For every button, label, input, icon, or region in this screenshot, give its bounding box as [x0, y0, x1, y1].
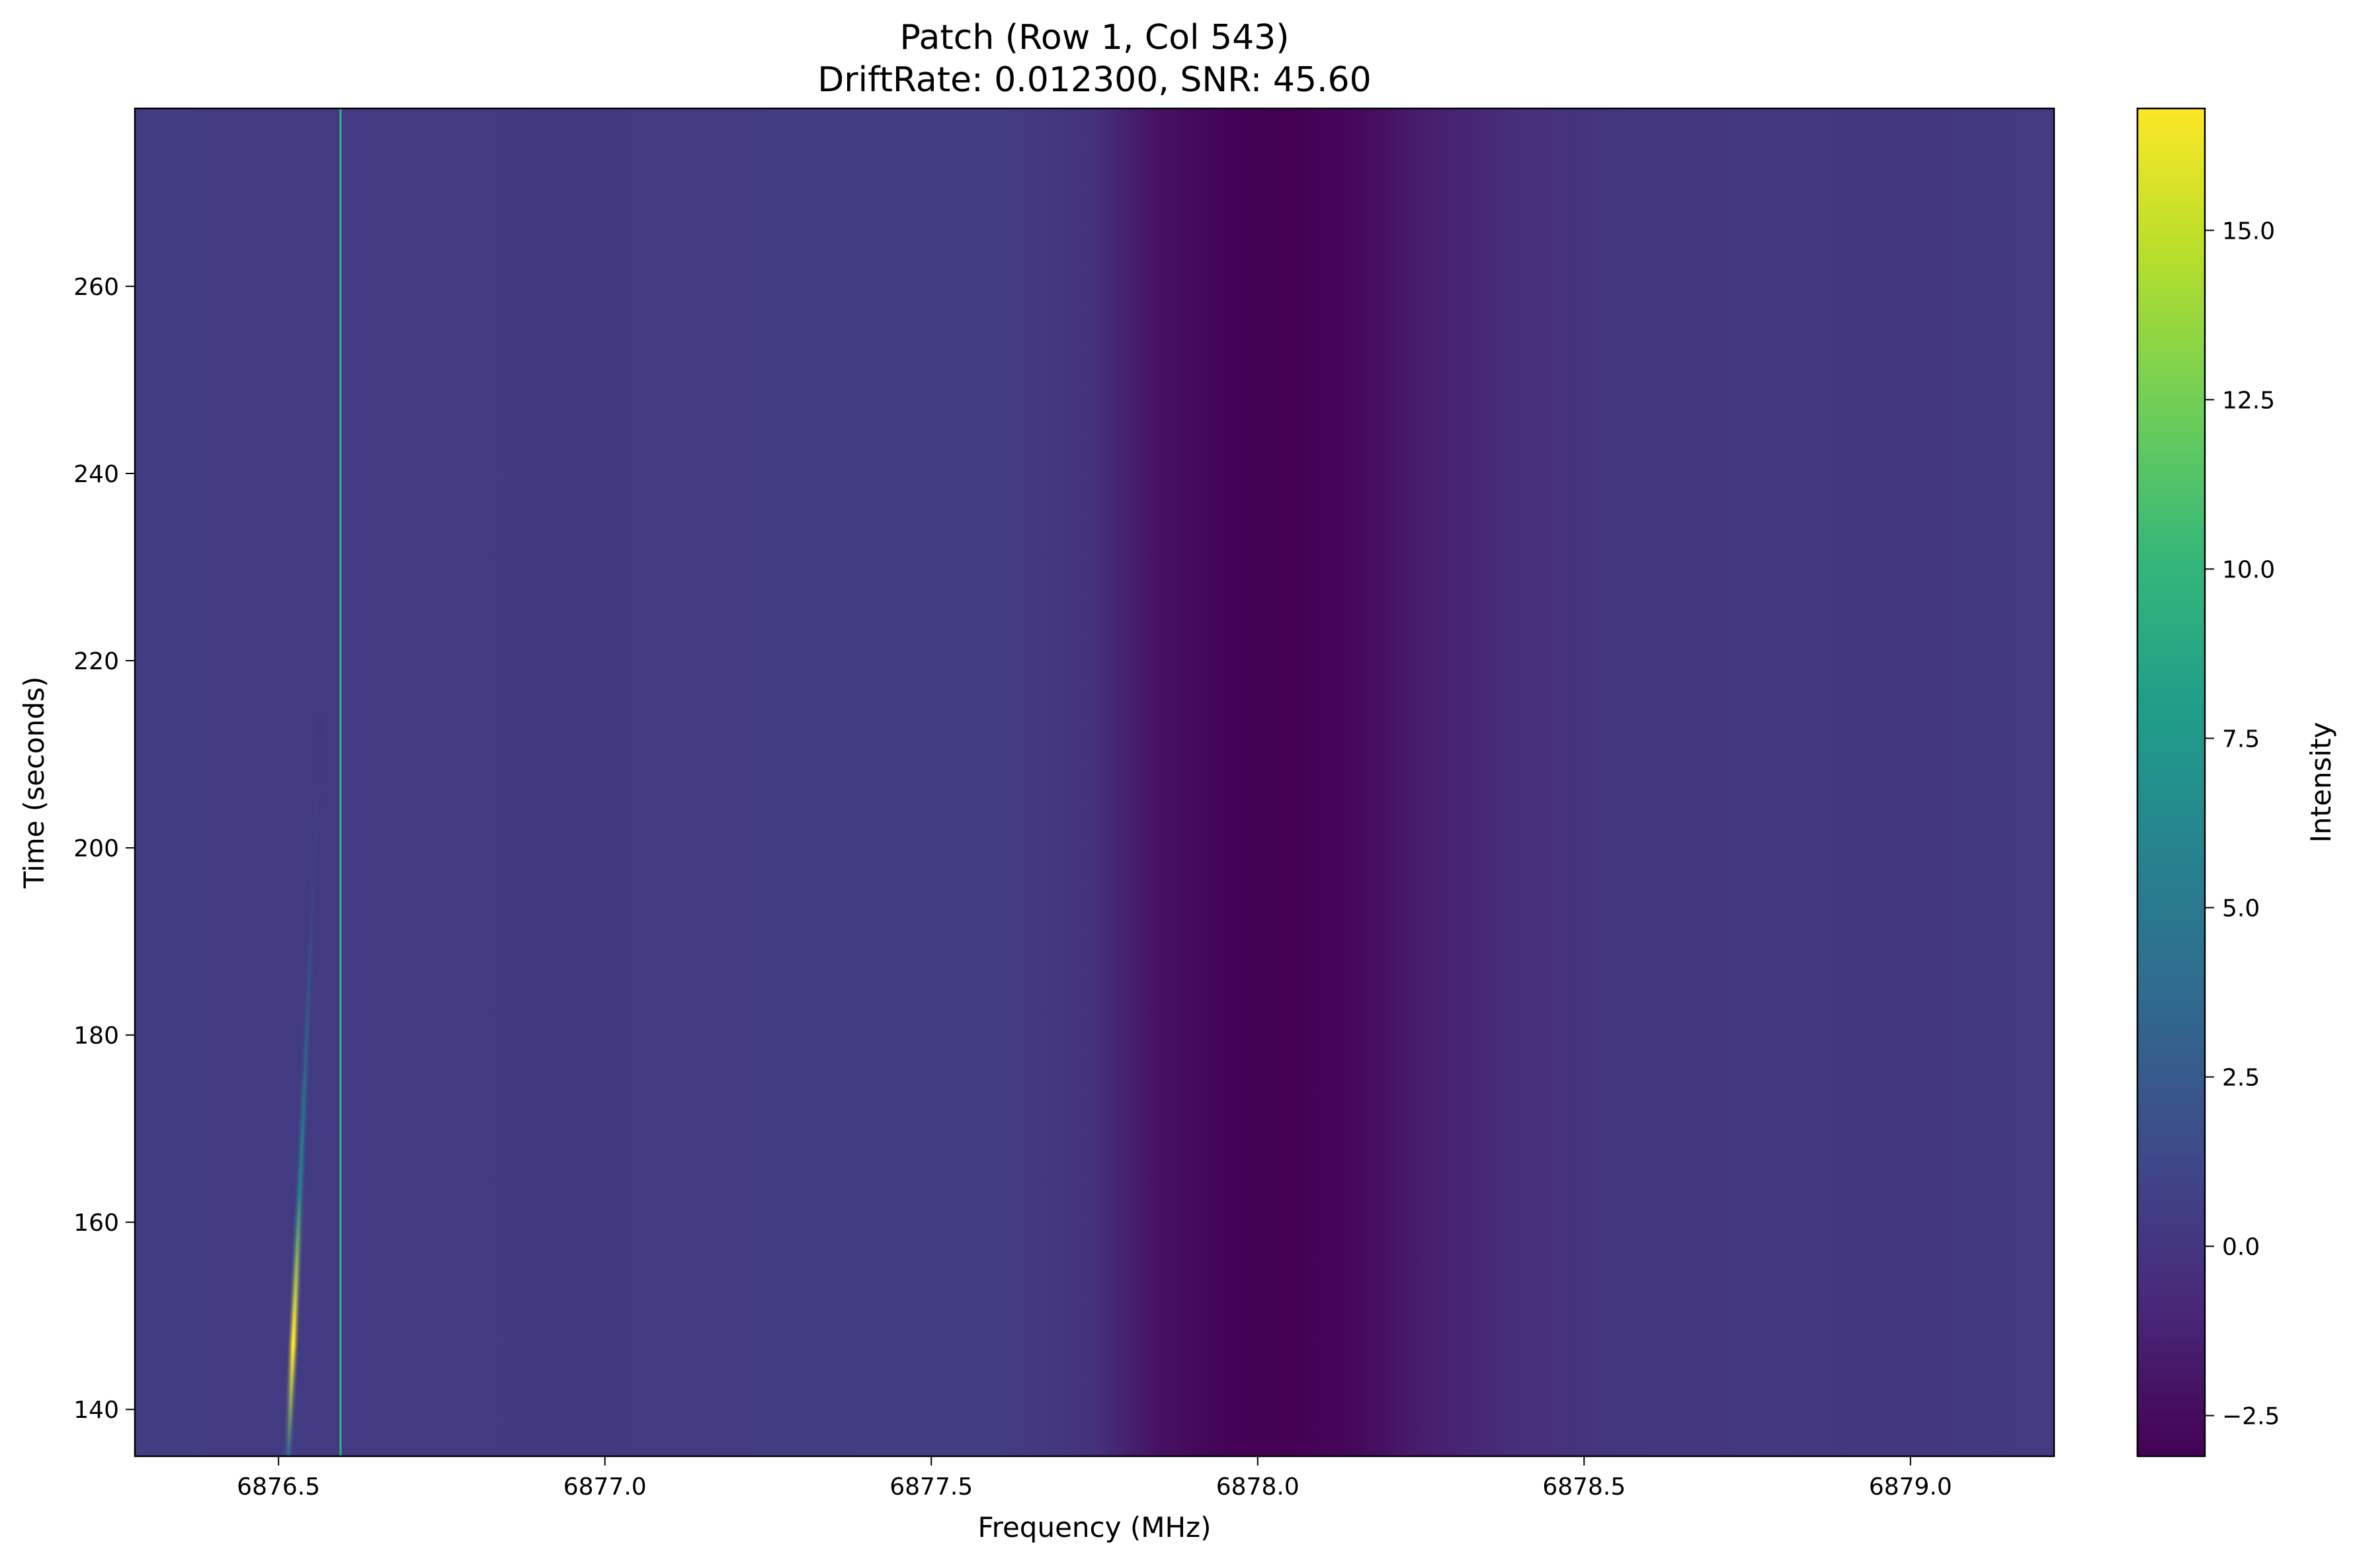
- colorbar-frame: [2136, 107, 2206, 1458]
- x-tick-label: 6876.5: [237, 1473, 320, 1501]
- colorbar-ticks: −2.5 0.0 2.5 5.0 7.5 10.0 12.5 15.0: [2205, 218, 2280, 1430]
- colorbar-tick-label: 7.5: [2222, 725, 2260, 753]
- colorbar-tick-label: 10.0: [2222, 556, 2275, 583]
- signal-layer: [285, 108, 342, 1456]
- y-tick-label: 220: [73, 648, 119, 675]
- y-tick-label: 260: [73, 274, 119, 301]
- y-tick-label: 160: [73, 1210, 119, 1237]
- y-axis-ticks: 140 160 180 200 220 240 260: [73, 274, 135, 1424]
- chart-title: Patch (Row 1, Col 543): [899, 18, 1289, 58]
- x-axis-label: Frequency (MHz): [978, 1511, 1212, 1544]
- colorbar-fill: [2137, 108, 2205, 1456]
- colorbar-tick-label: 5.0: [2222, 895, 2260, 922]
- y-tick-label: 140: [73, 1397, 119, 1424]
- y-tick-label: 200: [73, 835, 119, 862]
- plot-frame: [134, 107, 2055, 1458]
- y-tick-label: 180: [73, 1022, 119, 1050]
- drifting-signal-core: [286, 706, 323, 1456]
- colorbar-tick-label: −2.5: [2222, 1403, 2280, 1430]
- plot-area: [134, 107, 2055, 1458]
- colorbar-tick-label: 2.5: [2222, 1064, 2260, 1091]
- y-tick-label: 240: [73, 461, 119, 488]
- colorbar-label: Intensity: [2305, 722, 2337, 843]
- x-axis-ticks: 6876.5 6877.0 6877.5 6878.0 6878.5 6879.0: [237, 1456, 1952, 1501]
- colorbar-tick-label: 12.5: [2222, 387, 2275, 414]
- colorbar: −2.5 0.0 2.5 5.0 7.5 10.0 12.5 15.0 Intensity: [2136, 107, 2337, 1458]
- x-tick-label: 6878.0: [1216, 1473, 1300, 1501]
- x-tick-label: 6877.5: [889, 1473, 973, 1501]
- chart-subtitle: DriftRate: 0.012300, SNR: 45.60: [817, 60, 1371, 100]
- x-tick-label: 6879.0: [1869, 1473, 1952, 1501]
- x-tick-label: 6877.0: [563, 1473, 647, 1501]
- y-axis-label: Time (seconds): [18, 677, 50, 889]
- x-tick-label: 6878.5: [1542, 1473, 1626, 1501]
- heatmap-background: [135, 108, 2054, 1456]
- colorbar-tick-label: 0.0: [2222, 1234, 2260, 1261]
- colorbar-tick-label: 15.0: [2222, 218, 2275, 245]
